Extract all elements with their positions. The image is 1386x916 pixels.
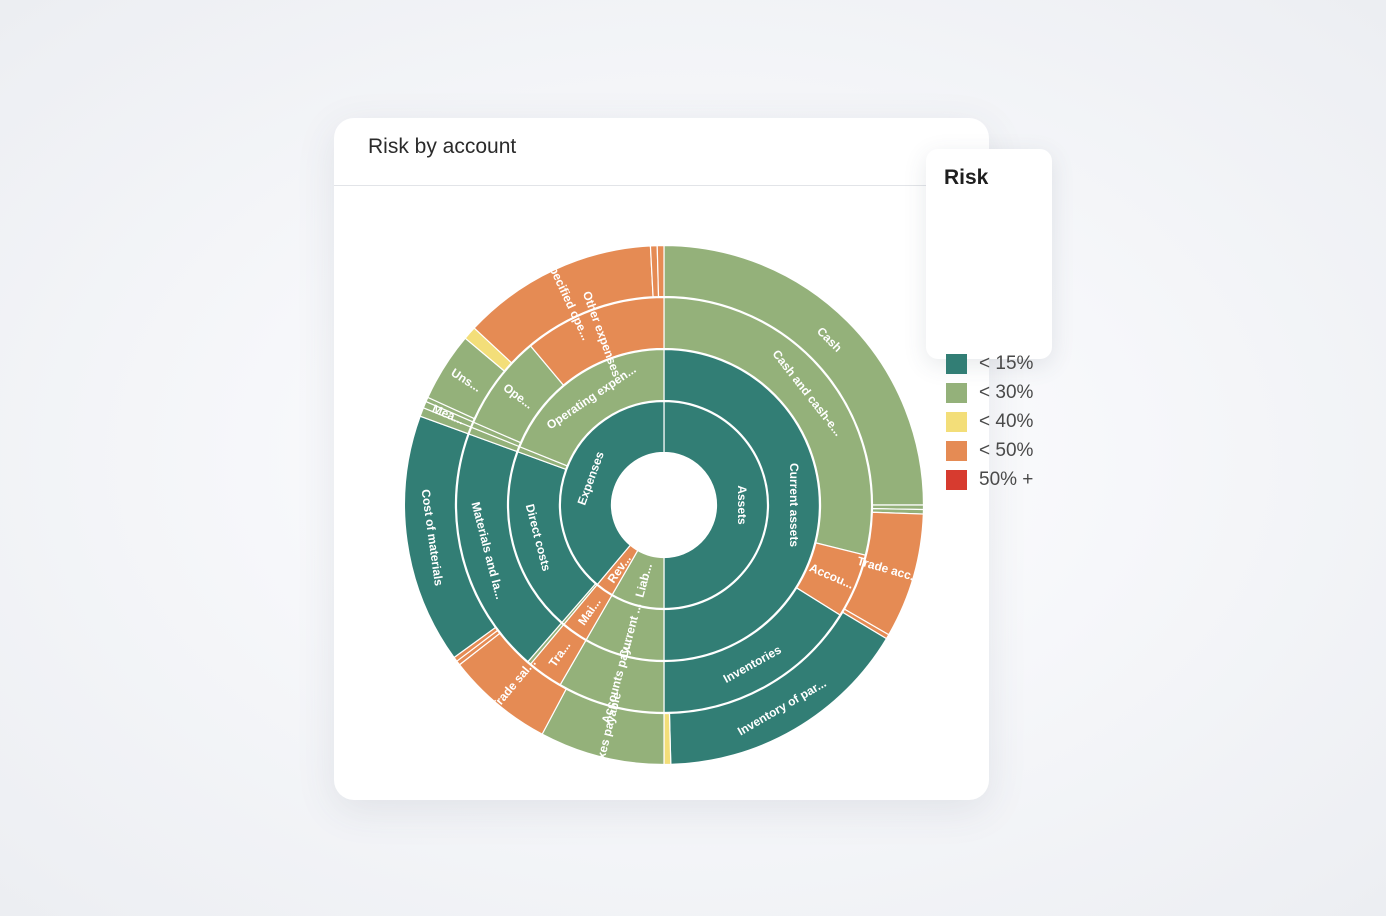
- sunburst-segment-operating-expen[interactable]: [519, 348, 665, 467]
- legend-label-lt30: < 30%: [979, 382, 1034, 403]
- legend-title: Risk: [944, 166, 989, 189]
- legend-swatch-lt50: [946, 441, 967, 461]
- legend-label-lt15: < 15%: [979, 353, 1034, 374]
- legend-swatch-50plus: [946, 470, 967, 490]
- sunburst-segment-other-expenses[interactable]: [529, 296, 665, 386]
- segment-label-current-assets: Current assets: [787, 463, 801, 547]
- legend-label-lt50: < 50%: [979, 440, 1034, 461]
- sunburst-segment-expenses[interactable]: [559, 400, 665, 586]
- sunburst-segment-28[interactable]: [663, 712, 672, 766]
- card-title: Risk by account: [368, 135, 517, 158]
- sunburst-segment-current-assets[interactable]: [663, 348, 821, 662]
- card-divider: [334, 185, 989, 186]
- risk-legend: Risk < 15% < 30% < 40% < 50% 50% +: [926, 149, 1052, 490]
- legend-swatch-lt15: [946, 354, 967, 374]
- sunburst-segment-41[interactable]: [656, 244, 665, 298]
- segment-label-assets: Assets: [735, 485, 749, 525]
- legend-swatch-lt30: [946, 383, 967, 403]
- sunburst-segment-assets[interactable]: [663, 400, 769, 610]
- legend-label-lt40: < 40%: [979, 411, 1034, 432]
- legend-swatch-lt40: [946, 412, 967, 432]
- legend-label-50plus: 50% +: [979, 469, 1034, 490]
